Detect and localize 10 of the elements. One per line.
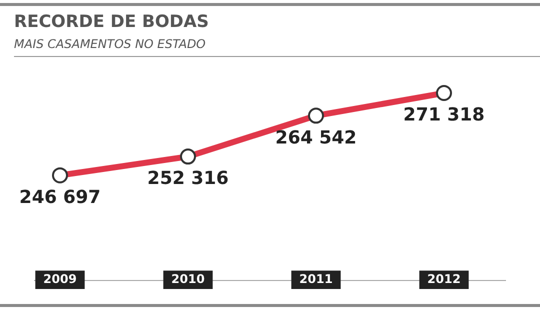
x-tick-label: 2012: [427, 272, 461, 286]
data-label: 264 542: [275, 127, 357, 148]
data-label: 271 318: [403, 104, 485, 126]
x-tick-label: 2011: [299, 272, 333, 286]
data-label: 252 316: [147, 168, 229, 190]
chart-title: RECORDE DE BODAS: [14, 12, 209, 32]
x-tick-label: 2010: [171, 272, 205, 286]
data-label: 246 697: [19, 187, 101, 208]
chart-subtitle: MAIS CASAMENTOS NO ESTADO: [14, 37, 206, 51]
x-tick-label: 2009: [43, 272, 77, 286]
